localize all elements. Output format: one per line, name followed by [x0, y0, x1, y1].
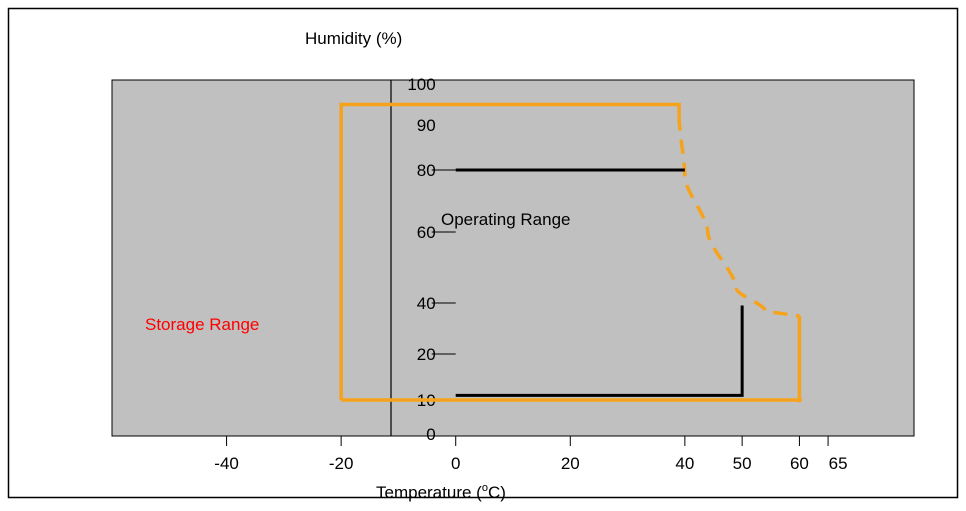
x-tick-label: 65 [829, 454, 848, 473]
storage-range-label: Storage Range [145, 315, 259, 334]
x-axis-title: Temperature (oC) [376, 482, 506, 502]
y-axis-title: Humidity (%) [305, 29, 402, 48]
storage-boundary-upper [339, 102, 681, 400]
plot-area [111, 79, 915, 437]
storage-corner-marker [796, 397, 802, 403]
y-tick-label: 90 [417, 116, 436, 135]
x-tick-label: 60 [790, 454, 809, 473]
x-tick-label: -40 [214, 454, 239, 473]
y-tick-label: 80 [417, 161, 436, 180]
x-tick-label: 50 [733, 454, 752, 473]
y-tick-label: 20 [417, 345, 436, 364]
x-tick-label: 0 [451, 454, 460, 473]
x-tick-label: 40 [675, 454, 694, 473]
operating-range-label: Operating Range [441, 210, 570, 229]
x-axis-title-text: Temperature ( [376, 483, 482, 502]
x-ticks: -40 -20 0 20 40 50 60 65 [214, 436, 848, 473]
series-layer [339, 102, 802, 403]
y-tick-label: 0 [426, 425, 435, 444]
y-tick-label: 60 [417, 223, 436, 242]
x-axis-title-superscript: o [482, 482, 488, 494]
operating-lower-limit [455, 305, 744, 397]
x-tick-label: 20 [561, 454, 580, 473]
y-tick-label: 100 [407, 75, 435, 94]
storage-boundary-curve [677, 116, 800, 318]
x-tick-label: -20 [329, 454, 354, 473]
x-axis-title-unit: C) [488, 483, 506, 502]
y-tick-label: 40 [417, 294, 436, 313]
